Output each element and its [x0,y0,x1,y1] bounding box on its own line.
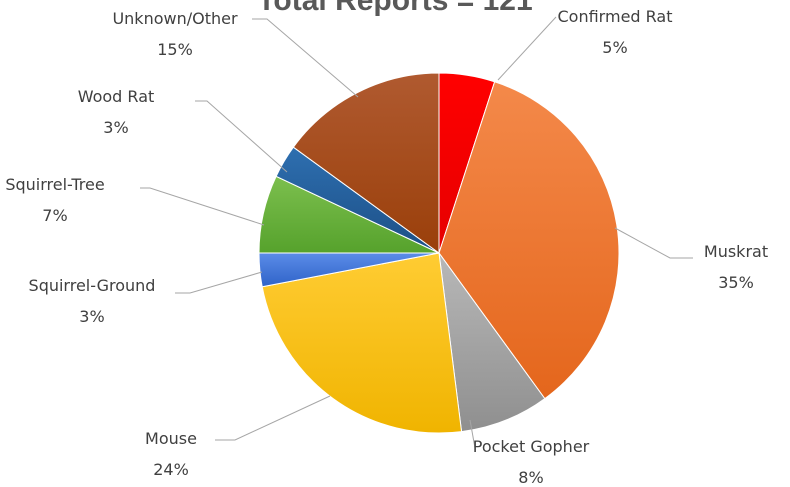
slice-label: Squirrel-Ground [29,276,156,295]
slice-percent-label: 35% [718,273,754,292]
leader-line [614,227,693,259]
leader-lines [140,16,693,449]
leader-line [140,187,265,226]
slice-label: Muskrat [704,242,768,261]
slice-label: Mouse [145,429,197,448]
slice-label: Confirmed Rat [558,7,673,26]
slice-percent-label: 15% [157,40,193,59]
chart-title: Total Reports = 121 [257,0,532,17]
pie-slice-pocket-gopher [438,252,546,433]
leader-line [215,395,331,441]
pie-slice-muskrat [438,81,620,400]
slice-percent-label: 8% [518,468,543,487]
leader-line [469,419,476,449]
slice-label: Pocket Gopher [473,437,590,456]
slice-label: Squirrel-Tree [5,175,104,194]
pie-slices [258,72,620,434]
pie-slice-mouse [261,252,463,434]
slice-percent-label: 5% [602,38,627,57]
leader-line [497,16,557,81]
slice-percent-label: 24% [153,460,189,479]
slice-percent-label: 3% [103,118,128,137]
slice-label: Unknown/Other [112,9,238,28]
leader-line [195,100,288,173]
slice-labels: Confirmed Rat 5% Muskrat 35% Pocket Gopher 8%… [5,7,768,487]
leader-line [252,18,359,98]
pie-slice-unknown-other [292,72,440,254]
leader-line [175,271,263,294]
slice-percent-label: 7% [42,206,67,225]
slice-percent-label: 3% [79,307,104,326]
slice-label: Wood Rat [78,87,155,106]
